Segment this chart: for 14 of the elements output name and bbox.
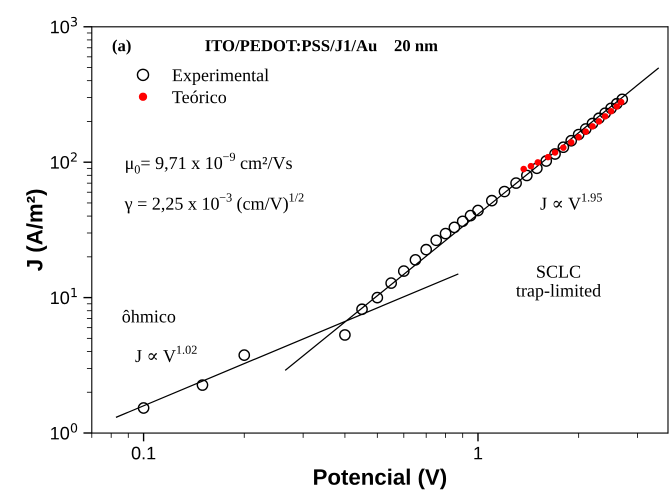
annotation: (a) <box>112 40 131 55</box>
x-tick-label: 0.1 <box>132 446 156 460</box>
y-tick-label: 10$^{2}$ <box>51 152 77 169</box>
y-tick-label: 10$^{0}$ <box>51 423 78 440</box>
y-tick-label: 10$^{1}$ <box>51 288 77 304</box>
x-tick-label: 1 <box>474 446 482 460</box>
legend-label: Experimental <box>172 68 269 86</box>
y-tick-label: 10$^{3}$ <box>51 16 77 34</box>
annotation: ITO/PEDOT:PSS/J1/Au 20 nm <box>205 40 438 52</box>
x-axis-title: Potencial (V) <box>314 468 446 490</box>
annotation: ôhmico <box>122 310 176 323</box>
legend-label: Teórico <box>172 90 226 104</box>
y-axis-title: J (A/m²) <box>26 190 47 271</box>
annotation: SCLC trap-limited <box>516 266 601 300</box>
